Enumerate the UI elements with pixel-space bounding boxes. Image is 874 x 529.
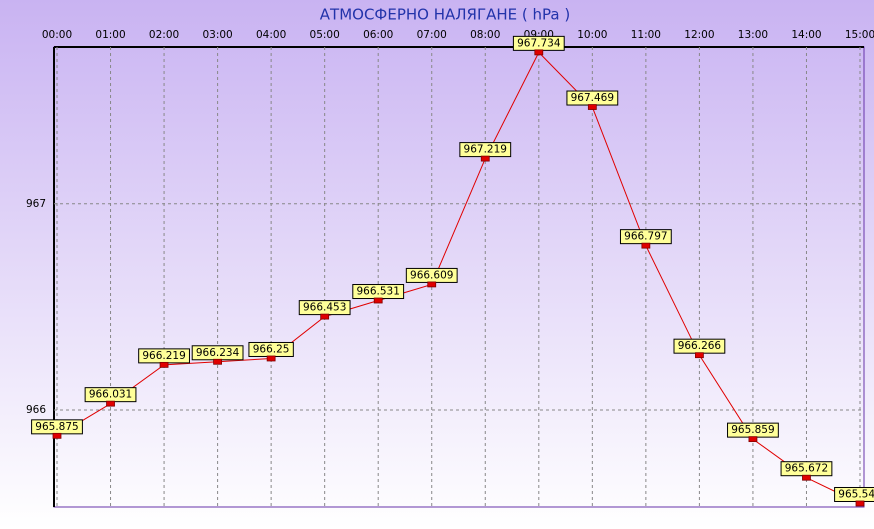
value-label: 965.859 <box>731 424 774 436</box>
value-label: 966.609 <box>410 269 453 281</box>
x-tick-label: 12:00 <box>684 29 714 41</box>
value-label: 967.469 <box>571 92 614 104</box>
x-tick-label: 04:00 <box>256 29 286 41</box>
x-tick-label: 01:00 <box>95 29 125 41</box>
x-tick-label: 07:00 <box>417 29 447 41</box>
value-label: 965.547 <box>838 488 874 500</box>
value-label: 967.734 <box>517 37 561 49</box>
point-marker <box>748 436 758 443</box>
y-tick-label: 966 <box>26 404 46 416</box>
point-marker <box>213 358 223 365</box>
point-marker <box>534 49 544 56</box>
x-tick-label: 05:00 <box>310 29 340 41</box>
point-marker <box>641 242 651 249</box>
value-label: 967.219 <box>464 144 507 156</box>
value-label: 966.453 <box>303 302 346 314</box>
value-label: 965.672 <box>785 463 828 475</box>
point-marker <box>159 361 169 368</box>
value-label: 965.875 <box>35 421 78 433</box>
x-tick-label: 13:00 <box>738 29 768 41</box>
chart-title: АТМОСФЕРНО НАЛЯГАНЕ ( hPa ) <box>320 6 570 24</box>
point-marker <box>373 297 383 304</box>
x-tick-label: 06:00 <box>363 29 393 41</box>
value-label: 966.531 <box>356 286 399 298</box>
point-marker <box>266 355 276 362</box>
point-marker <box>52 432 62 439</box>
x-tick-label: 00:00 <box>42 29 72 41</box>
point-marker <box>106 400 115 407</box>
value-label: 966.266 <box>678 340 722 352</box>
point-marker <box>480 155 490 162</box>
point-marker <box>695 352 704 359</box>
x-tick-label: 10:00 <box>577 29 607 41</box>
value-label: 966.797 <box>624 231 667 243</box>
value-label: 966.031 <box>89 389 132 401</box>
value-label: 966.219 <box>142 350 185 362</box>
data-line <box>56 51 861 504</box>
point-marker <box>587 104 597 110</box>
point-marker <box>802 474 811 481</box>
x-tick-label: 14:00 <box>791 29 821 41</box>
point-marker <box>855 500 865 507</box>
x-tick-label: 15:00 <box>845 29 874 41</box>
value-label: 966.25 <box>253 343 290 355</box>
x-tick-label: 02:00 <box>149 29 179 41</box>
point-marker <box>320 313 330 320</box>
x-tick-label: 08:00 <box>470 29 500 41</box>
value-label: 966.234 <box>196 347 240 359</box>
y-tick-label: 967 <box>26 198 46 210</box>
x-tick-label: 11:00 <box>631 29 661 41</box>
point-marker <box>427 281 437 288</box>
x-tick-label: 03:00 <box>202 29 232 41</box>
